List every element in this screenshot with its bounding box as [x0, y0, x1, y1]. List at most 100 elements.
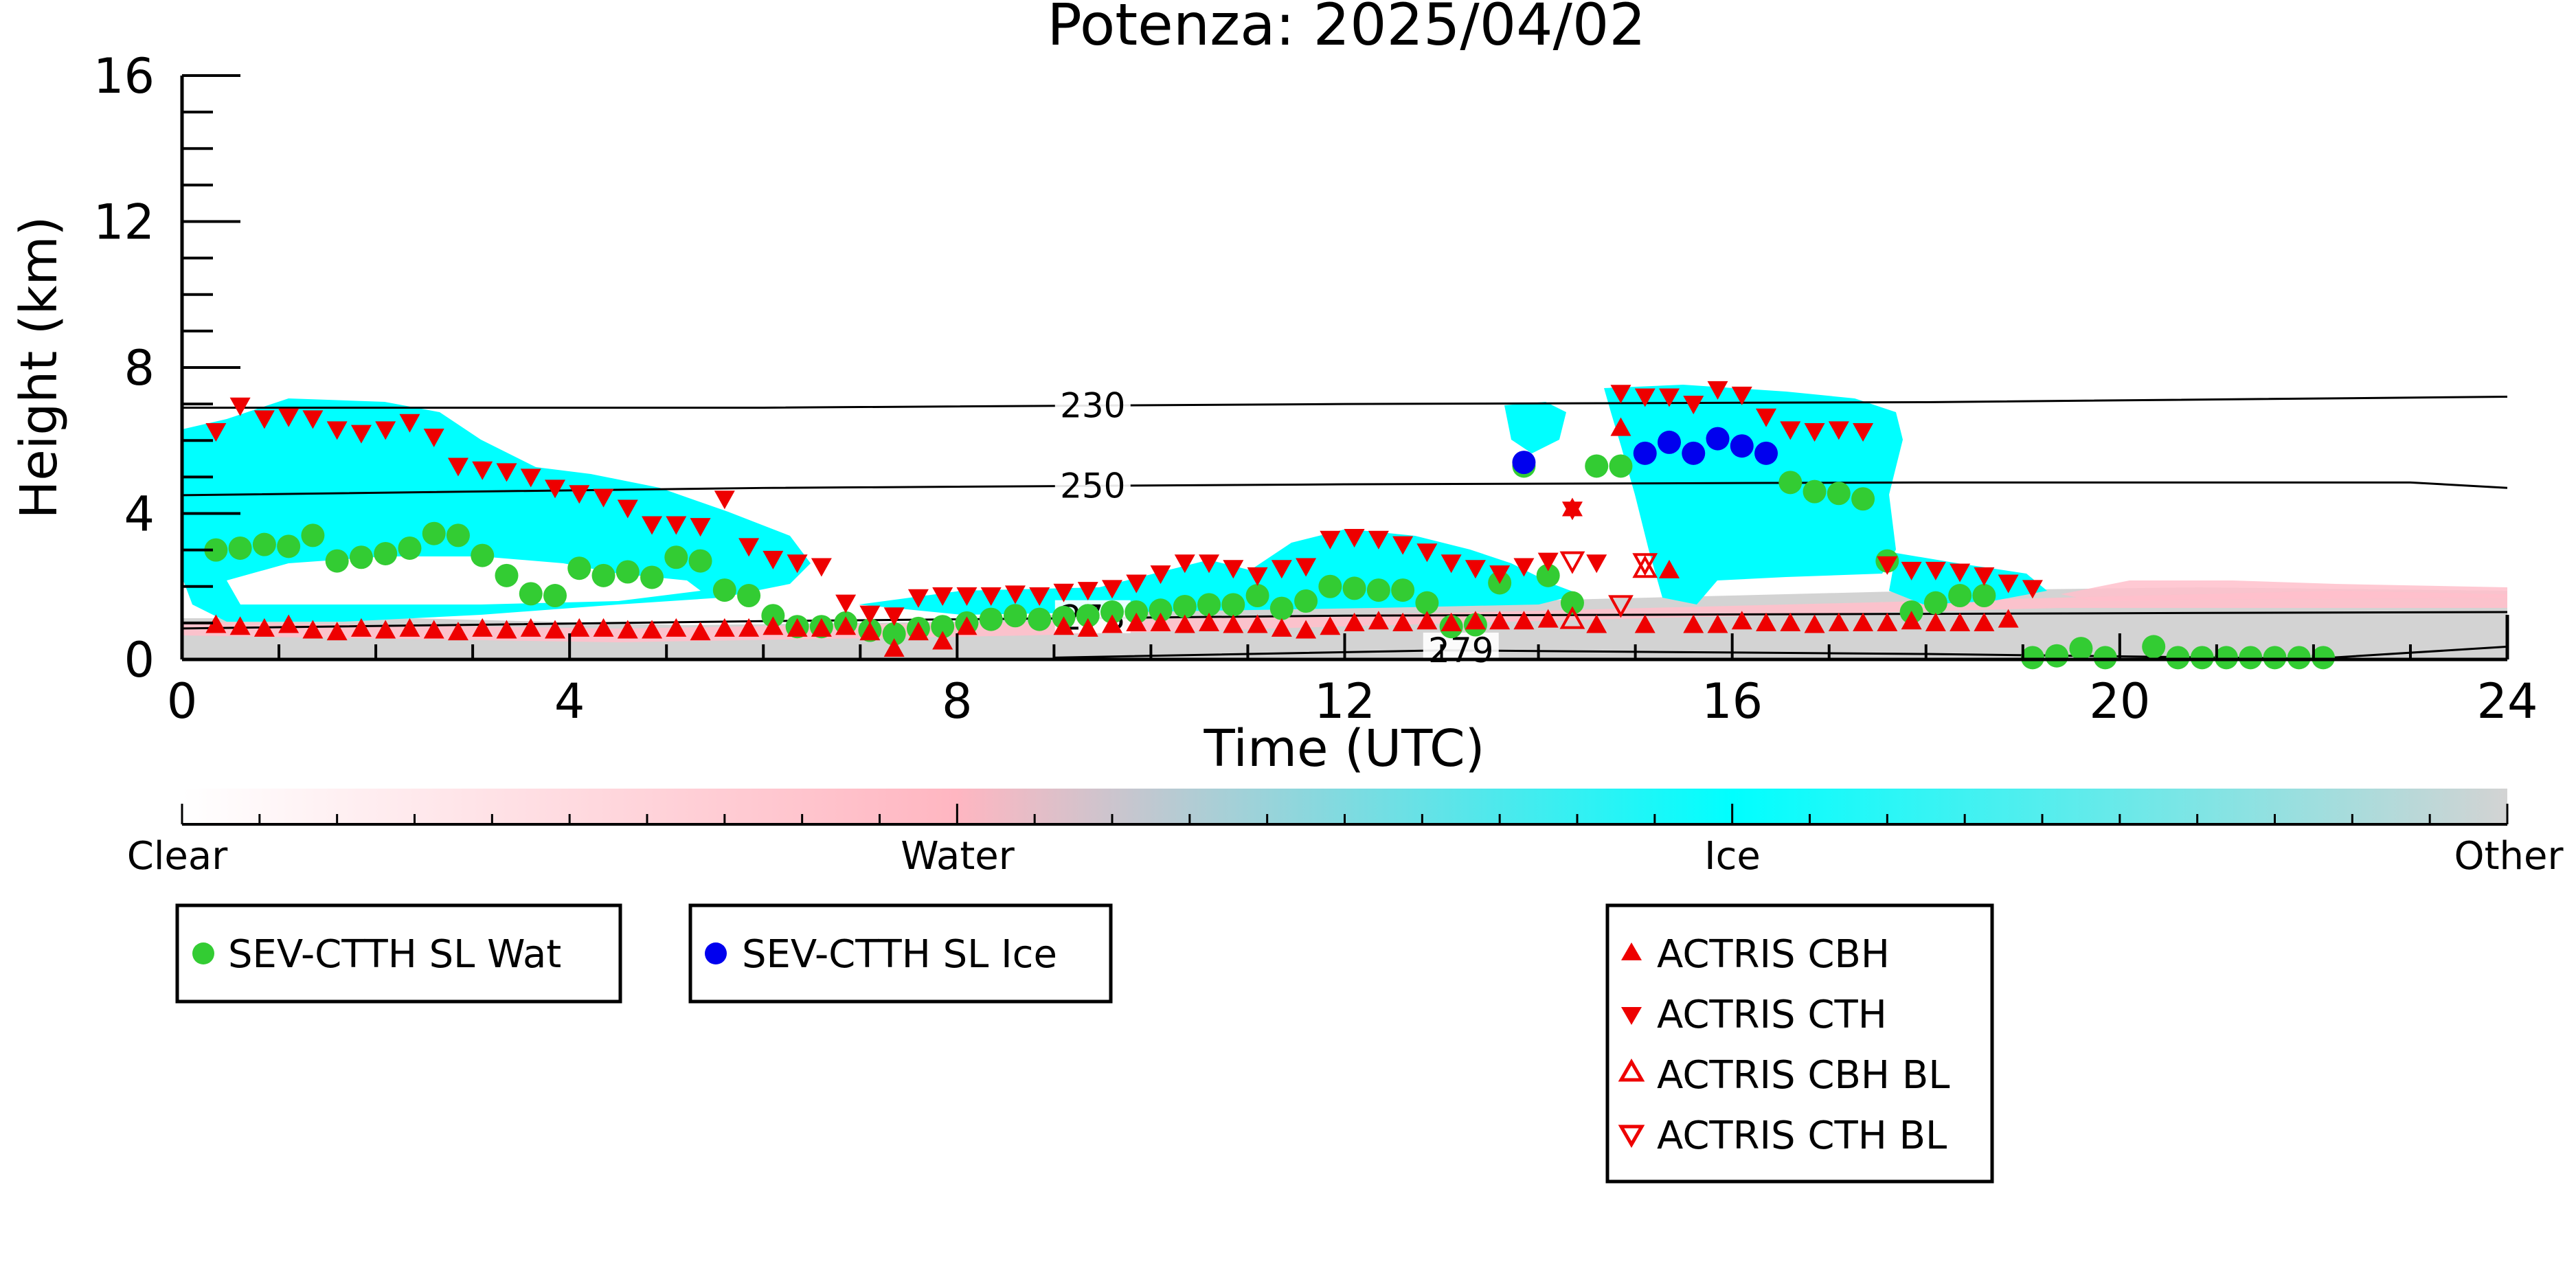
marker-actris-cbh [1440, 612, 1462, 631]
x-tick-label: 8 [942, 673, 973, 730]
marker-actris-cbh [1634, 614, 1656, 633]
marker-actris-cbh [1974, 612, 1995, 631]
marker-actris-cth [1247, 567, 1268, 586]
marker-actris-cbh [787, 618, 808, 637]
marker-sev-ctth-sl-wat [301, 523, 325, 547]
marker-actris-cth [811, 558, 832, 577]
marker-actris-cth [1004, 585, 1026, 605]
chart-title: Potenza: 2025/04/02 [1047, 0, 1646, 58]
marker-actris-cbh [1877, 612, 1898, 631]
marker-actris-cth [1465, 560, 1486, 579]
marker-actris-cth [399, 414, 420, 433]
legend-actris-box [1605, 903, 1994, 1184]
marker-actris-cth [569, 485, 590, 504]
marker-actris-cbh [375, 620, 396, 639]
marker-sev-ctth-sl-wat [374, 541, 398, 565]
marker-sev-ctth-sl-wat [1100, 600, 1124, 624]
y-axis-label: Height (km) [10, 216, 69, 519]
marker-sev-ctth-sl-wat [1076, 604, 1100, 628]
marker-sev-ctth-sl-wat [2069, 637, 2093, 661]
marker-sev-ctth-sl-wat [1149, 598, 1173, 622]
marker-actris-cth [1416, 543, 1438, 563]
marker-sev-ctth-sl-wat [1851, 487, 1875, 511]
marker-actris-cbh [1683, 614, 1704, 633]
marker-sev-ctth-sl-wat [640, 565, 664, 589]
marker-actris-cth [762, 550, 784, 569]
marker-actris-cbh [835, 616, 857, 635]
marker-sev-ctth-sl-wat [882, 622, 906, 646]
legend-wat-marker [192, 942, 214, 964]
marker-actris-cbh [690, 622, 711, 641]
marker-actris-cbh [520, 618, 541, 637]
contour-label-bg [1054, 387, 1131, 421]
marker-actris-cth [1199, 554, 1220, 574]
marker-sev-ctth-sl-wat [1173, 594, 1197, 618]
marker-actris-cbh [1537, 609, 1559, 628]
marker-sev-ctth-sl-wat [2263, 646, 2287, 670]
marker-actris-cbh [1804, 614, 1825, 633]
marker-sev-ctth-sl-wat [252, 532, 276, 556]
marker-sev-ctth-sl-wat [1778, 471, 1803, 495]
marker-actris-cbh-bl [1632, 555, 1658, 578]
marker-actris-cth [1780, 421, 1801, 440]
marker-sev-ctth-sl-wat [2287, 646, 2311, 670]
marker-actris-cth [1392, 536, 1414, 555]
marker-sev-ctth-sl-wat [1294, 589, 1318, 613]
marker-sev-ctth-sl-wat [979, 607, 1003, 631]
marker-actris-cbh [1610, 417, 1631, 436]
marker-sev-ctth-sl-wat [228, 536, 252, 560]
marker-actris-cth [787, 554, 808, 574]
marker-sev-ctth-sl-wat [2093, 646, 2117, 670]
marker-actris-cbh [1489, 611, 1511, 630]
marker-actris-cbh [907, 622, 929, 641]
marker-actris-cth [1634, 388, 1656, 407]
marker-actris-cbh [1223, 614, 1244, 633]
legend-cbh-label: ACTRIS CBH [1657, 932, 1890, 977]
marker-sev-ctth-sl-wat [1342, 576, 1366, 600]
marker-actris-cth [253, 410, 275, 429]
marker-actris-cth [859, 605, 881, 624]
marker-actris-cbh [1102, 614, 1122, 633]
y-tick-label: 8 [124, 340, 155, 396]
marker-actris-cbh [205, 614, 227, 633]
marker-actris-cth [520, 468, 541, 488]
marker-actris-cth [1440, 554, 1462, 574]
marker-actris-cbh [545, 620, 566, 639]
marker-actris-cth [496, 463, 517, 482]
colorbar-ticks [181, 804, 2509, 824]
contour-250 [182, 481, 2507, 497]
contour-label-bg [1054, 468, 1131, 501]
marker-actris-cth [980, 587, 1002, 607]
x-tick-label: 12 [1314, 673, 1375, 730]
marker-sev-ctth-sl-wat [2190, 646, 2214, 670]
marker-sev-ctth-sl-wat [1415, 591, 1439, 615]
marker-actris-cth [1561, 501, 1583, 521]
marker-sev-ctth-sl-wat [567, 556, 591, 580]
marker-actris-cbh [1828, 612, 1849, 631]
marker-sev-ctth-sl-wat [519, 582, 543, 606]
colorbar: Clear Water Ice Other [127, 789, 2564, 879]
marker-sev-ctth-sl-ice [1633, 441, 1657, 465]
legend-cth-bl-label: ACTRIS CTH BL [1657, 1114, 1947, 1158]
marker-actris-cth [447, 457, 468, 477]
marker-sev-ctth-sl-wat [688, 549, 712, 573]
marker-actris-cth [1901, 561, 1922, 580]
marker-sev-ctth-sl-wat [761, 604, 785, 628]
marker-actris-cth [883, 607, 905, 626]
marker-sev-ctth-sl-wat [2020, 646, 2044, 670]
marker-actris-cbh [1174, 614, 1195, 633]
marker-actris-cbh [1199, 612, 1220, 631]
marker-sev-ctth-sl-wat [1585, 454, 1609, 478]
marker-actris-cbh [1853, 612, 1874, 631]
marker-actris-cth [1489, 565, 1511, 585]
marker-actris-cth [423, 428, 444, 447]
marker-actris-cbh [1271, 618, 1292, 637]
x-tick-label: 24 [2476, 673, 2538, 730]
marker-actris-cbh [932, 631, 953, 650]
marker-sev-ctth-sl-wat [325, 549, 349, 573]
legend-cth-label: ACTRIS CTH [1657, 993, 1887, 1037]
marker-actris-cbh [1925, 612, 1946, 631]
marker-actris-cth [617, 499, 638, 519]
marker-sev-ctth-sl-wat [2312, 646, 2336, 670]
marker-actris-cth [1368, 530, 1389, 550]
